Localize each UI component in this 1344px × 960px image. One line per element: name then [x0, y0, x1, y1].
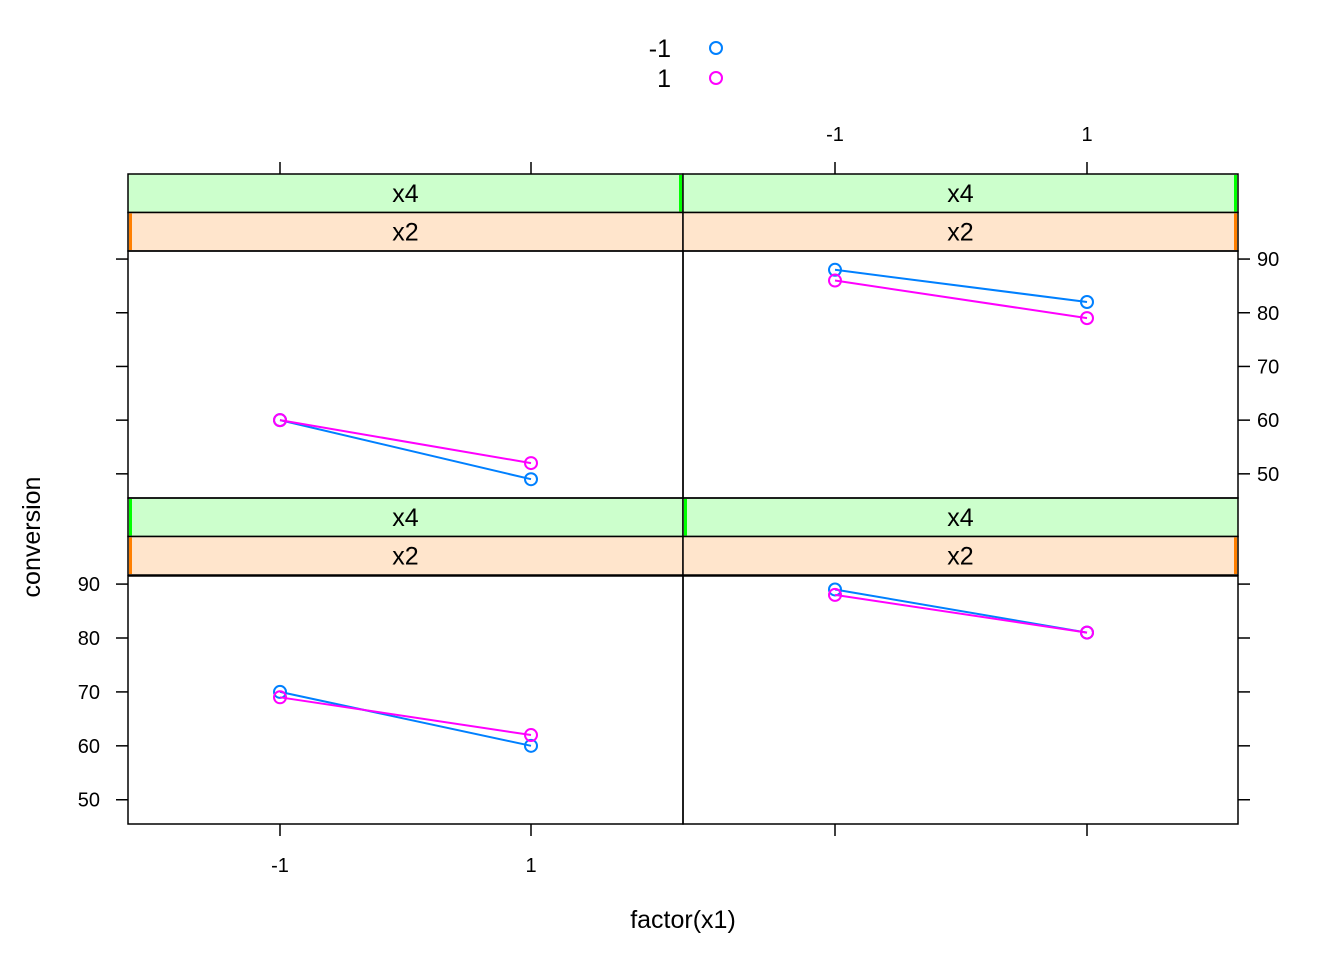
- strip-label: x2: [947, 543, 973, 571]
- strip-label: x2: [392, 219, 418, 247]
- series-line: [279, 696, 532, 737]
- legend-label: 1: [657, 65, 671, 93]
- strip-x2: [682, 211, 1239, 252]
- data-point: [828, 262, 842, 277]
- strip-label: x4: [392, 180, 419, 208]
- strip-level-marker: [1234, 175, 1237, 212]
- axes: -1 1 -1 1 50 50 60 60 70 70 80 80 90 90: [78, 124, 1280, 877]
- y-tick-label: 60: [1257, 410, 1279, 432]
- series-line: [834, 268, 1088, 304]
- x-axis-title: factor(x1): [630, 906, 736, 934]
- series-line: [834, 279, 1088, 320]
- y-tick-label: 70: [1257, 356, 1279, 378]
- y-tick-label: 50: [1257, 464, 1279, 486]
- y-tick-label: 50: [78, 790, 100, 812]
- series-line: [834, 593, 1088, 634]
- legend-label: -1: [649, 35, 671, 63]
- data-point: [1080, 625, 1094, 640]
- strip-level-marker: [684, 499, 687, 536]
- legend: -11: [649, 35, 723, 93]
- strip-level-marker: [129, 213, 132, 250]
- data-point: [1080, 311, 1094, 326]
- strip-x4: [682, 497, 1239, 538]
- data-point: [828, 273, 842, 288]
- data-point: [828, 587, 842, 602]
- x-tick-label: 1: [525, 855, 536, 877]
- data-point: [1080, 295, 1094, 310]
- y-tick-label: 80: [78, 628, 100, 650]
- data-point: [524, 456, 538, 471]
- y-tick-label: 90: [1257, 249, 1279, 271]
- data-point: [524, 472, 538, 487]
- x-tick-label: -1: [271, 855, 289, 877]
- strip-x4: [127, 497, 684, 538]
- y-tick-label: 80: [1257, 303, 1279, 325]
- data-point: [524, 738, 538, 753]
- y-tick-label: 70: [78, 682, 100, 704]
- legend-marker: [709, 41, 723, 55]
- panel-frame: [127, 250, 684, 499]
- x-tick-label: -1: [826, 124, 844, 146]
- strip-label: x4: [947, 180, 974, 208]
- strip-label: x4: [947, 504, 974, 532]
- y-tick-label: 90: [78, 574, 100, 596]
- data-point: [524, 728, 538, 743]
- strip-x4: [682, 173, 1239, 214]
- strip-label: x2: [947, 219, 973, 247]
- panel-frame: [682, 250, 1239, 499]
- strip-x4: [127, 173, 684, 214]
- y-axis-title: conversion: [18, 477, 46, 598]
- data-point: [273, 413, 287, 428]
- y-tick-label: 60: [78, 736, 100, 758]
- legend-marker: [709, 71, 723, 85]
- strip-label: x2: [392, 543, 418, 571]
- strip-x2: [682, 535, 1239, 576]
- panel-frame: [682, 575, 1239, 825]
- series-line: [279, 690, 532, 747]
- series-line: [279, 419, 532, 481]
- strip-x2: [127, 535, 684, 576]
- strip-level-marker: [129, 499, 132, 536]
- strip-level-marker: [1234, 213, 1237, 250]
- strip-level-marker: [129, 537, 132, 574]
- series-line: [279, 419, 532, 465]
- x-tick-label: 1: [1081, 124, 1092, 146]
- data-point: [273, 690, 287, 705]
- panel-frame: [127, 575, 684, 825]
- strip-level-marker: [679, 175, 682, 212]
- strip-level-marker: [1234, 537, 1237, 574]
- strip-label: x4: [392, 504, 419, 532]
